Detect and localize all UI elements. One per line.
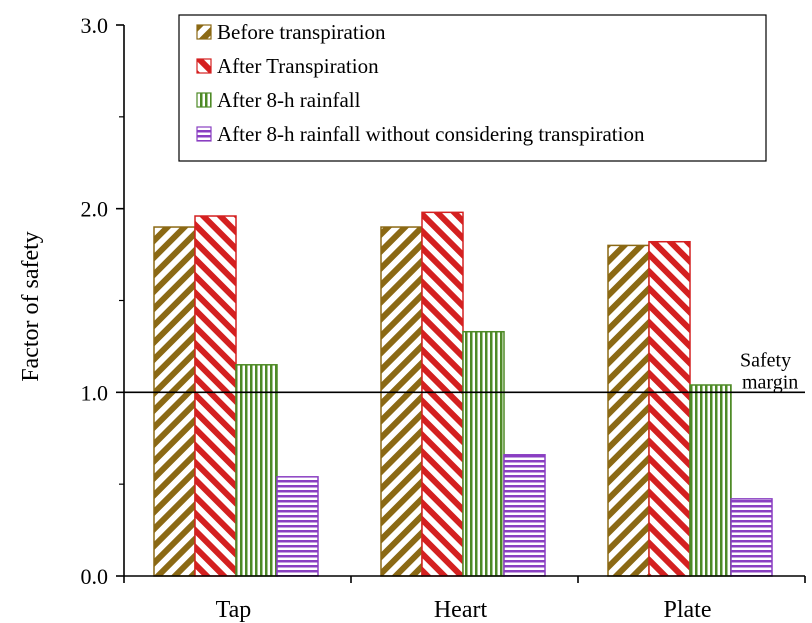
axes-group: 0.0 1.0 2.0 3.0 Tap Heart Plate — [81, 13, 806, 623]
y-tick-label: 2.0 — [81, 197, 109, 222]
bar-heart-series-1 — [380, 226, 423, 577]
safety-margin-label-2: margin — [742, 371, 798, 393]
legend-swatch — [196, 126, 212, 142]
legend-label: Before transpiration — [217, 20, 386, 44]
legend-label: After 8-h rainfall without considering t… — [217, 122, 645, 146]
bars-group — [153, 211, 773, 577]
bar-heart-series-2 — [421, 211, 464, 577]
bar-plate-series-2 — [648, 240, 691, 577]
bar-plate-series-3 — [689, 384, 732, 577]
legend-label: After 8-h rainfall — [217, 88, 361, 112]
legend-swatch — [196, 24, 212, 40]
x-category-label: Tap — [216, 597, 252, 623]
legend-swatch — [196, 92, 212, 108]
bar-tap-series-3 — [235, 364, 278, 577]
x-category-label: Heart — [434, 597, 488, 623]
bar-heart-series-3 — [462, 330, 505, 577]
legend-label: After Transpiration — [217, 54, 379, 78]
y-tick-label: 3.0 — [81, 13, 109, 38]
y-tick-label: 0.0 — [81, 564, 109, 589]
y-axis-title: Factor of safety — [18, 231, 44, 382]
legend-box — [178, 14, 767, 162]
safety-margin-label: Safety — [740, 349, 791, 371]
bar-tap-series-2 — [194, 215, 237, 577]
y-tick-label: 1.0 — [81, 380, 109, 405]
bar-tap-series-1 — [153, 226, 196, 577]
bar-heart-series-4 — [503, 454, 546, 577]
bar-tap-series-4 — [276, 476, 319, 577]
bar-plate-series-1 — [607, 244, 650, 577]
x-category-label: Plate — [664, 597, 712, 623]
bar-plate-series-4 — [730, 498, 773, 577]
legend: Before transpiration After Transpiration A… — [178, 14, 767, 162]
legend-swatch — [196, 58, 212, 74]
